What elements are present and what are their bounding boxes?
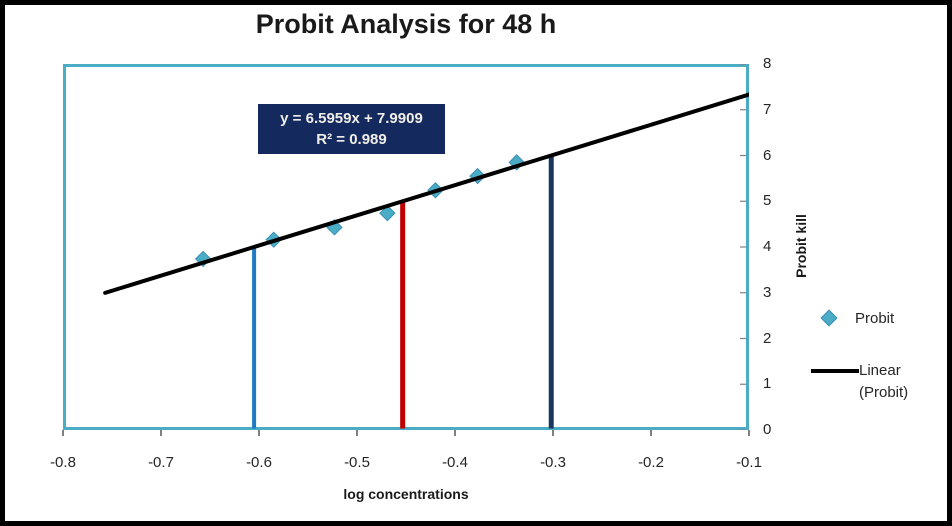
y-tick-label: 6 <box>763 146 772 164</box>
chart-title: Probit Analysis for 48 h <box>255 9 557 39</box>
x-tick-mark <box>356 430 358 436</box>
y-tick-label: 3 <box>763 283 772 301</box>
y-tick-label: 0 <box>763 421 772 438</box>
x-tick-label: -0.4 <box>442 454 468 471</box>
y-tick-label: 2 <box>763 329 772 347</box>
y-tick-label: 5 <box>763 192 772 210</box>
trendline-equation-box[interactable]: y = 6.5959x + 7.9909 R² = 0.989 <box>258 104 445 154</box>
x-tick-label: -0.3 <box>540 454 566 471</box>
x-tick-label: -0.8 <box>50 454 76 471</box>
x-tick-mark <box>454 430 456 436</box>
y-axis-title: Probit kill <box>793 214 809 278</box>
x-tick-mark <box>258 430 260 436</box>
x-tick-label: -0.6 <box>246 454 272 471</box>
r-squared-text: R² = 0.989 <box>316 131 387 148</box>
x-axis-title: log concentrations <box>343 486 469 502</box>
scatter-point[interactable] <box>379 204 396 222</box>
x-tick-label: -0.1 <box>736 454 762 471</box>
trendline[interactable] <box>103 92 749 295</box>
y-tick-label: 7 <box>763 100 772 118</box>
legend-item-probit[interactable]: Probit <box>811 308 947 328</box>
diamond-marker-icon <box>820 309 838 327</box>
x-tick-mark <box>650 430 652 436</box>
legend: Probit Linear (Probit) <box>811 308 947 404</box>
x-tick-mark <box>62 430 64 436</box>
legend-label-probit: Probit <box>855 309 895 327</box>
x-tick-mark <box>160 430 162 436</box>
y-tick-label: 8 <box>763 55 772 72</box>
legend-item-linear[interactable]: Linear (Probit) <box>811 360 947 404</box>
x-tick-label: -0.2 <box>638 454 664 471</box>
legend-label-linear: Linear (Probit) <box>859 362 909 401</box>
y-tick-label: 4 <box>763 238 772 255</box>
trendline-equation-text: y = 6.5959x + 7.9909 <box>280 110 423 127</box>
x-tick-label: -0.7 <box>148 454 174 471</box>
trendline-swatch-icon <box>811 369 859 373</box>
x-tick-label: -0.5 <box>344 454 370 471</box>
x-tick-mark <box>748 430 750 436</box>
x-tick-mark <box>552 430 554 436</box>
y-tick-label: 1 <box>763 375 772 393</box>
